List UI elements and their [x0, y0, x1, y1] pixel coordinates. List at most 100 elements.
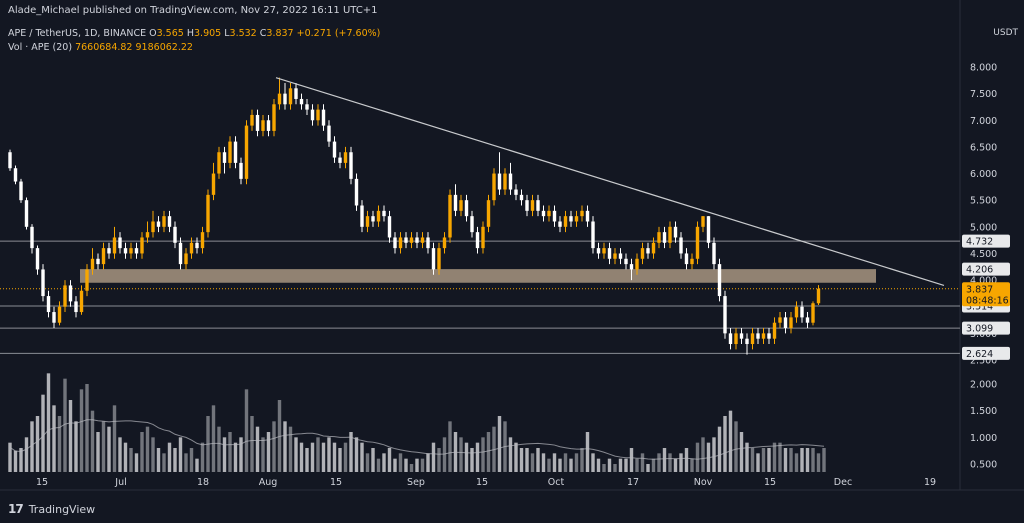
candle	[299, 93, 304, 110]
volume-bar	[244, 389, 249, 472]
candle	[745, 333, 749, 355]
candle	[409, 232, 414, 249]
volume-bar	[442, 437, 447, 472]
candle-body	[332, 141, 337, 158]
candle-body	[475, 232, 480, 249]
volume-bar	[574, 453, 579, 472]
volume-bar	[596, 458, 601, 472]
volume-bar	[398, 453, 403, 472]
candle	[19, 178, 23, 203]
candle	[365, 210, 370, 233]
volume-bar	[123, 442, 128, 472]
candle-body	[437, 248, 441, 270]
volume-bar	[585, 432, 590, 472]
volume-bar	[129, 448, 133, 472]
volume-tick-label: 1.500	[970, 406, 997, 417]
tradingview-logo[interactable]: 17 TradingView	[8, 502, 95, 516]
volume-bar	[382, 453, 386, 472]
candle-body	[651, 242, 656, 254]
candle	[327, 120, 331, 147]
candle	[541, 205, 546, 222]
candle	[35, 245, 40, 275]
volume-bar	[409, 464, 414, 472]
candle	[79, 285, 84, 315]
candle	[420, 232, 425, 249]
candle	[393, 232, 397, 254]
price-tick-label: 6.500	[970, 142, 997, 153]
candle-body	[24, 200, 29, 227]
candle	[816, 285, 821, 306]
volume-bar	[178, 437, 183, 472]
candle	[349, 146, 353, 185]
low-value: 3.532	[229, 28, 257, 39]
volume-bar	[222, 437, 227, 472]
candle-body	[123, 248, 128, 254]
candle-body	[151, 221, 155, 233]
candle	[41, 264, 45, 302]
volume-bar	[563, 453, 568, 472]
candle-body	[767, 333, 771, 339]
candle-body	[90, 258, 95, 270]
candle	[811, 301, 815, 326]
badge-bg	[962, 262, 1010, 276]
candle-body	[497, 173, 502, 190]
candle-body	[805, 317, 810, 323]
candle	[651, 237, 656, 259]
candle	[805, 312, 810, 329]
volume-bar	[288, 426, 293, 472]
volume-ma-line	[9, 419, 825, 460]
open-label: O	[149, 28, 157, 39]
volume-bar	[783, 448, 788, 472]
candle	[112, 226, 117, 259]
volume-bar	[217, 426, 221, 472]
candle-body	[415, 237, 419, 243]
candle	[123, 242, 128, 259]
symbol-name[interactable]: APE / TetherUS, 1D, BINANCE	[8, 28, 147, 39]
candle-body	[46, 296, 51, 313]
candle	[613, 248, 617, 265]
volume-bar	[19, 448, 23, 472]
candle-body	[156, 221, 161, 227]
badge-label: 4.206	[966, 265, 993, 276]
support-zone	[80, 269, 876, 283]
time-tick-label: 15	[330, 477, 342, 488]
volume-bar	[266, 432, 271, 472]
volume-bar	[250, 416, 254, 472]
volume-bar	[690, 458, 694, 472]
candle-body	[321, 109, 326, 126]
candle-body	[569, 216, 573, 222]
candle-body	[35, 248, 40, 270]
candle-body	[800, 306, 804, 318]
price-tick-label: 7.500	[970, 89, 997, 100]
volume-bar	[195, 458, 199, 472]
candle	[310, 104, 315, 126]
trendline	[275, 77, 945, 286]
candle-body	[723, 296, 727, 334]
candle	[525, 194, 529, 217]
candle-body	[371, 216, 375, 222]
close-label: C	[259, 28, 267, 39]
volume-bar	[739, 432, 744, 472]
candle-body	[200, 232, 205, 249]
candle-body	[266, 120, 271, 131]
candle	[563, 210, 568, 233]
candle	[200, 226, 205, 254]
candle	[8, 149, 12, 171]
volume-bar	[695, 442, 700, 472]
candle	[376, 205, 381, 227]
candle-body	[343, 152, 348, 163]
candle-body	[30, 226, 34, 249]
low-label: L	[224, 28, 230, 39]
volume-bar	[547, 458, 551, 472]
volume-label[interactable]: Vol · APE (20)	[8, 42, 73, 53]
time-tick-label: Dec	[834, 477, 852, 488]
volume-bar	[387, 448, 392, 472]
candle	[288, 82, 293, 110]
candle-body	[591, 221, 595, 249]
candle-body	[811, 303, 815, 323]
candle-body	[162, 216, 166, 227]
candle	[437, 242, 441, 275]
candle	[789, 312, 793, 334]
